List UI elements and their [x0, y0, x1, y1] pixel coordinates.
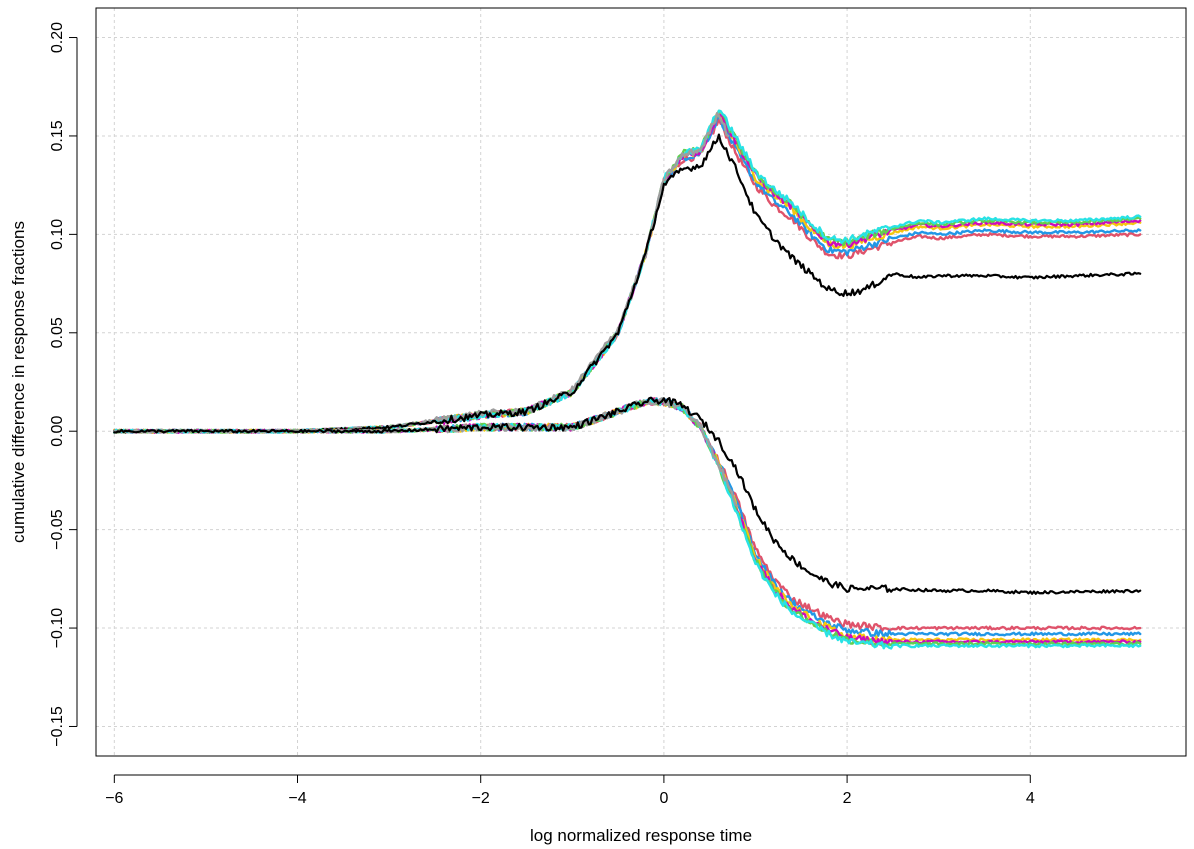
y-tick-label-7: 0.20 [49, 22, 66, 53]
x-axis-title: log normalized response time [530, 826, 752, 845]
plot-frame [95, 7, 1187, 757]
series-line-upper-3 [113, 113, 1142, 434]
series-line-upper-4 [113, 110, 1142, 434]
series-line-upper-1 [113, 116, 1142, 434]
series-line-lower-9 [113, 398, 1142, 639]
x-tick-label-2: −2 [472, 790, 490, 807]
series-line-lower-14 [113, 397, 739, 508]
series-line-lower-15 [113, 396, 1142, 595]
x-tick-label-0: −6 [105, 790, 123, 807]
series-line-upper-5 [113, 109, 1142, 434]
series-line-lower-12 [113, 399, 1142, 648]
series-line-upper-7 [113, 133, 1142, 434]
series-line-lower-11 [113, 397, 1142, 647]
series-line-upper-6 [113, 112, 730, 434]
x-axis: −6 −4 −2 0 2 4 [105, 774, 1035, 807]
y-axis-title: cumulative difference in response fracti… [9, 221, 28, 543]
y-tick-label-2: −0.05 [49, 509, 66, 550]
y-tick-label-1: −0.10 [49, 608, 66, 649]
x-tick-label-4: 2 [843, 790, 852, 807]
y-tick-label-4: 0.05 [49, 317, 66, 348]
series-line-lower-10 [113, 397, 1142, 644]
x-tick-label-5: 4 [1026, 790, 1035, 807]
x-tick-label-1: −4 [288, 790, 306, 807]
series-line-upper-2 [113, 109, 1142, 434]
x-tick-label-3: 0 [659, 790, 668, 807]
series-layer [113, 109, 1142, 650]
y-tick-label-6: 0.15 [49, 120, 66, 151]
y-tick-label-3: 0.00 [49, 416, 66, 447]
y-tick-label-5: 0.10 [49, 219, 66, 250]
series-line-lower-13 [113, 397, 1142, 650]
y-axis: −0.15 −0.10 −0.05 0.00 0.05 0.10 0.15 0.20 [49, 22, 78, 747]
y-tick-label-0: −0.15 [49, 706, 66, 747]
